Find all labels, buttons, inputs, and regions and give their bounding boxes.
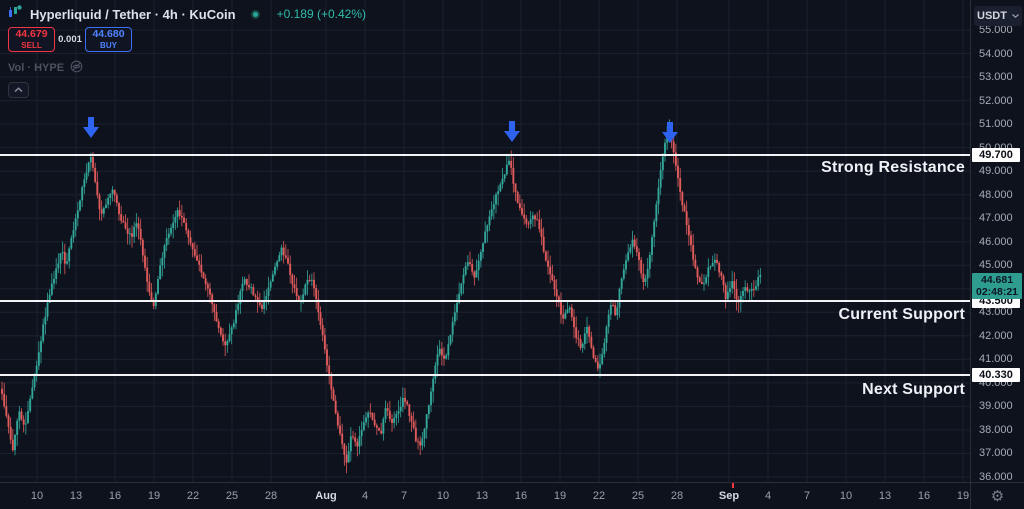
time-tick: 7 [400,490,408,502]
down-arrow-marker[interactable] [504,121,520,147]
strong-resistance-label: Strong Resistance [821,159,965,176]
price-tick: 37.000 [979,447,1013,459]
next-support-axis-label: 40.330 [972,368,1020,382]
time-tick: 28 [264,490,278,502]
next-support-label: Next Support [862,381,965,398]
price-tick: 48.000 [979,189,1013,201]
time-axis[interactable]: 10 13 16 19 22 25 28 Aug 4 7 10 13 16 19 22 25 28 Sep 4 7 10… [0,482,970,509]
price-tick: 41.000 [979,353,1013,365]
volume-indicator-label[interactable]: Vol · HYPE [8,62,65,74]
buy-button[interactable]: 44.680 BUY [85,27,132,52]
strong-resistance-axis-label: 49.700 [972,148,1020,162]
axis-settings-corner: ⚙ [970,482,1024,509]
chart-grid [0,0,970,482]
price-tick: 47.000 [979,212,1013,224]
time-tick: 19 [956,490,970,502]
price-tick: 42.000 [979,330,1013,342]
price-tick: 43.000 [979,306,1013,318]
buy-price: 44.680 [92,28,125,41]
time-tick: 22 [592,490,606,502]
price-tick: 45.000 [979,259,1013,271]
chart-area[interactable]: Strong Resistance Current Support Next S… [0,0,970,482]
time-tick: Sep [718,490,740,502]
sell-button[interactable]: 44.679 SELL [8,27,55,52]
time-tick: 4 [764,490,772,502]
time-tick: 28 [670,490,684,502]
currency-label: USDT [977,10,1007,22]
collapse-legend-button[interactable] [8,82,29,98]
price-tick: 54.000 [979,48,1013,60]
last-price-value: 44.681 [980,273,1014,286]
time-tick: 7 [803,490,811,502]
time-tick: 25 [631,490,645,502]
last-price-label: 44.681 02:48:21 [972,273,1022,299]
price-tick: 38.000 [979,424,1013,436]
symbol-logo-icon [8,4,23,24]
current-support-line[interactable] [0,300,970,302]
time-tick: 10 [436,490,450,502]
buy-label: BUY [100,40,117,50]
down-arrow-marker[interactable] [83,117,99,143]
time-tick: 16 [108,490,122,502]
sell-label: SELL [21,40,42,50]
current-support-label: Current Support [838,306,965,323]
candle-countdown: 02:48:21 [975,286,1019,298]
sell-price: 44.679 [15,28,48,41]
chart-legend: Hyperliquid / Tether · 4h · KuCoin +0.18… [8,4,367,98]
price-tick: 36.000 [979,471,1013,483]
time-tick: 4 [361,490,369,502]
price-tick: 49.000 [979,165,1013,177]
market-open-dot-icon [250,9,260,19]
symbol-title[interactable]: Hyperliquid / Tether · 4h · KuCoin [30,6,236,22]
time-tick: 19 [553,490,567,502]
price-tick: 52.000 [979,95,1013,107]
price-tick: 55.000 [979,24,1013,36]
next-support-line[interactable] [0,374,970,376]
time-tick: 19 [147,490,161,502]
down-arrow-marker[interactable] [662,122,678,148]
time-tick: Aug [315,490,337,502]
time-tick: 22 [186,490,200,502]
time-axis-marker [732,483,734,488]
time-tick: 10 [839,490,853,502]
spread-value: 0.001 [58,34,82,45]
chevron-down-icon [1012,14,1019,18]
candlestick-series [1,119,762,474]
price-tick: 39.000 [979,400,1013,412]
price-tick: 51.000 [979,118,1013,130]
time-tick: 16 [514,490,528,502]
price-tick: 46.000 [979,236,1013,248]
time-tick: 13 [878,490,892,502]
price-tick: 53.000 [979,71,1013,83]
eye-off-icon[interactable] [70,60,83,76]
time-tick: 10 [30,490,44,502]
strong-resistance-line[interactable] [0,154,970,156]
price-change: +0.189 (+0.42%) [276,7,367,21]
time-tick: 16 [917,490,931,502]
time-tick: 25 [225,490,239,502]
time-tick: 13 [69,490,83,502]
gear-icon[interactable]: ⚙ [990,487,1005,505]
time-tick: 13 [475,490,489,502]
price-axis[interactable]: USDT 55.00054.00053.00052.00051.00050.00… [970,0,1024,483]
currency-dropdown[interactable]: USDT [974,6,1022,26]
